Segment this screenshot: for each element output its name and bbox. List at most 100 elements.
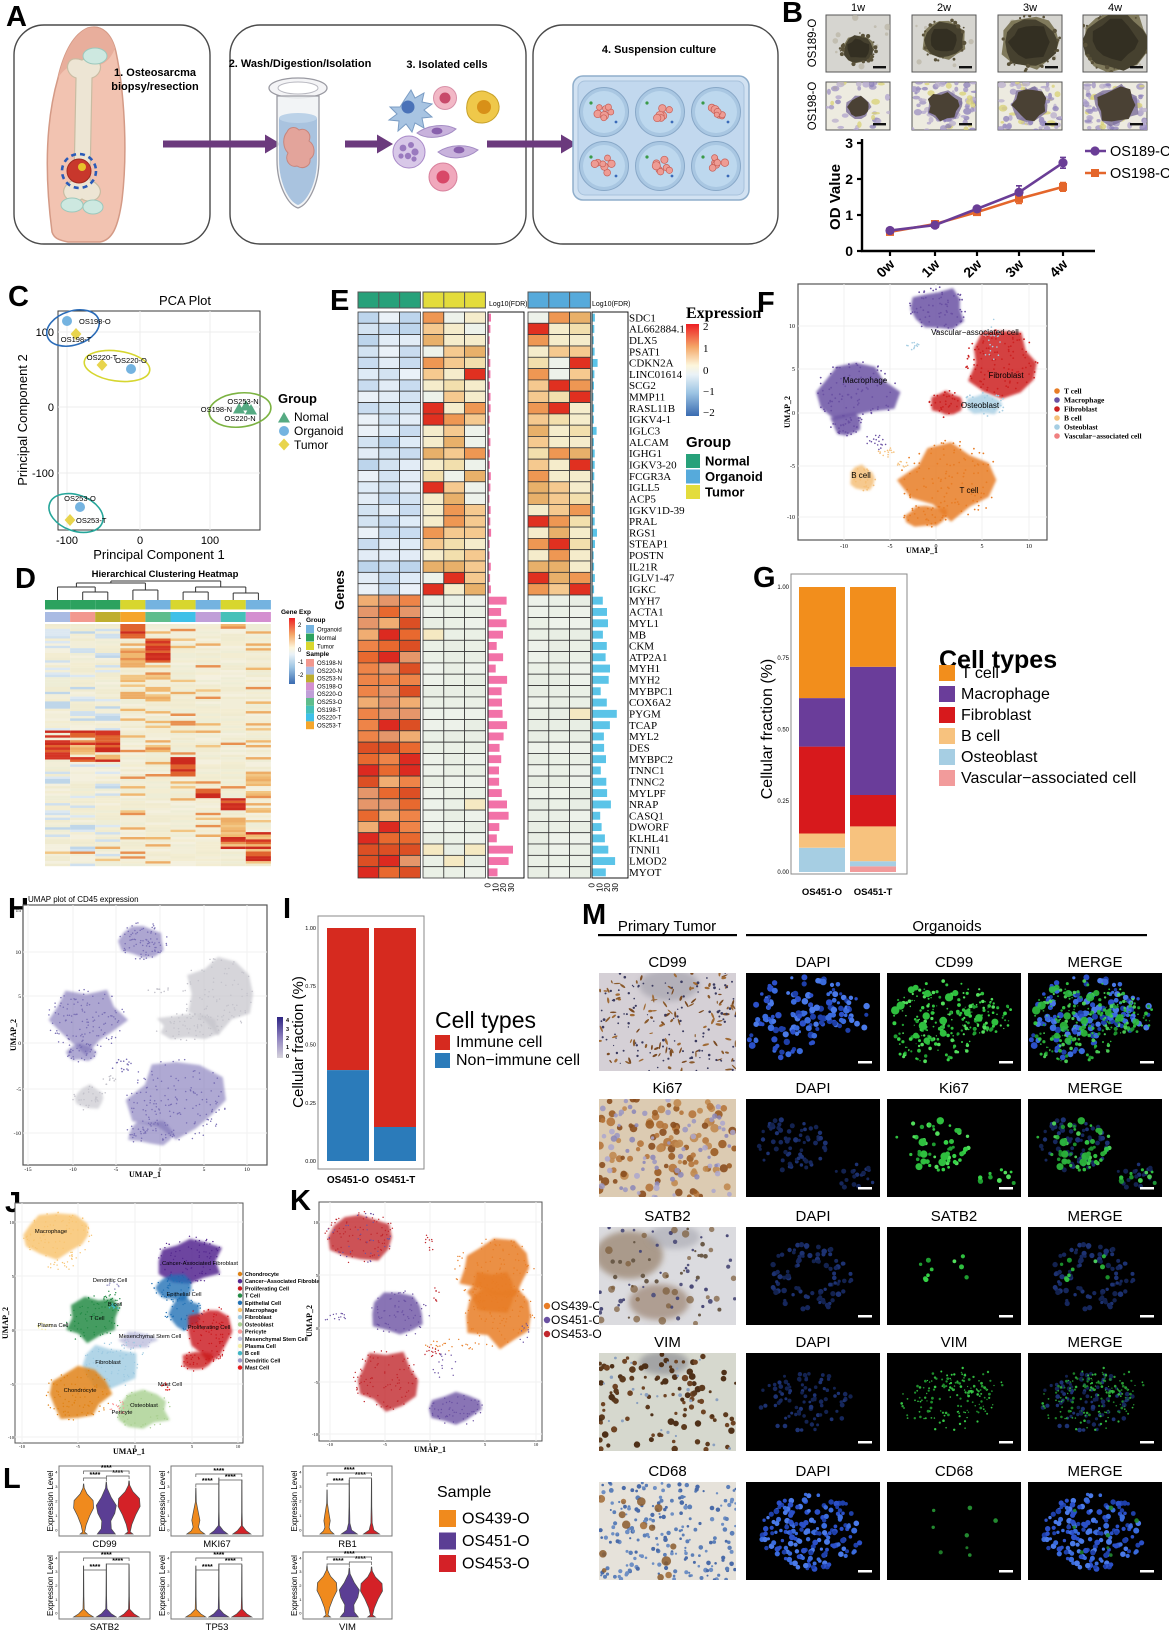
svg-text:5: 5 [203,1167,206,1173]
svg-text:30: 30 [611,882,620,891]
svg-text:DLX5: DLX5 [629,335,658,347]
svg-text:SCG2: SCG2 [629,380,656,392]
svg-text:2: 2 [845,171,853,187]
svg-text:0.00: 0.00 [777,870,789,876]
svg-text:1w: 1w [851,2,865,14]
svg-text:ACP5: ACP5 [629,493,656,505]
svg-text:Proliferating Cell: Proliferating Cell [245,1286,289,1292]
svg-text:-2: -2 [298,673,304,679]
svg-text:Normal: Normal [705,454,750,469]
svg-text:10: 10 [10,1220,15,1225]
svg-text:OS451-O: OS451-O [327,1175,369,1186]
svg-text:IGKV4-1: IGKV4-1 [629,414,671,426]
svg-text:Pericyte: Pericyte [245,1330,266,1336]
svg-text:Chondrocyte: Chondrocyte [64,1388,97,1394]
svg-text:-10: -10 [69,1167,77,1173]
svg-text:DWORF: DWORF [629,822,669,834]
svg-text:FCGR3A: FCGR3A [629,471,671,483]
svg-text:DES: DES [629,743,650,755]
svg-text:POSTN: POSTN [629,550,664,562]
svg-text:PCA Plot: PCA Plot [159,293,211,308]
svg-text:2w: 2w [937,2,951,14]
svg-text:0.25: 0.25 [777,799,789,805]
svg-text:10: 10 [244,1167,250,1173]
svg-text:PRAL: PRAL [629,516,657,528]
svg-text:ATP2A1: ATP2A1 [629,652,668,664]
svg-text:Fibroblast: Fibroblast [95,1360,121,1366]
svg-text:0: 0 [703,365,709,377]
svg-text:I: I [283,893,291,925]
svg-text:4. Suspension culture: 4. Suspension culture [602,44,716,56]
svg-text:Plasma Cell: Plasma Cell [245,1344,276,1350]
svg-text:Organoid: Organoid [705,469,763,484]
svg-text:B cell: B cell [108,1302,122,1308]
svg-text:MYH1: MYH1 [629,663,660,675]
svg-text:OS220-T: OS220-T [87,353,118,362]
svg-text:RGS1: RGS1 [629,527,656,539]
svg-text:Plasma Cell: Plasma Cell [38,1323,69,1329]
svg-text:IGLV1-47: IGLV1-47 [629,573,675,585]
svg-text:Mesenchymal Stem Cell: Mesenchymal Stem Cell [119,1334,182,1340]
svg-text:Osteoblast: Osteoblast [245,1322,274,1328]
svg-text:OS198-T: OS198-T [317,708,342,714]
svg-text:OS198-N: OS198-N [201,405,232,414]
svg-text:Vascular−associated cell: Vascular−associated cell [961,770,1136,787]
svg-text:30: 30 [507,882,516,891]
svg-text:1: 1 [286,1045,289,1051]
svg-text:ALCAM: ALCAM [629,437,669,449]
svg-text:UMAP_2: UMAP_2 [1,1307,10,1339]
svg-text:Mast Cell: Mast Cell [158,1382,182,1388]
svg-text:0.00: 0.00 [305,1159,316,1165]
svg-text:Dendritic Cell: Dendritic Cell [245,1358,281,1364]
svg-text:-15: -15 [24,1167,32,1173]
svg-text:MYOT: MYOT [629,867,662,879]
svg-text:Epithelial Cell: Epithelial Cell [166,1292,201,1298]
svg-text:0: 0 [18,1041,21,1047]
svg-text:-10: -10 [787,515,795,521]
svg-text:0: 0 [845,243,853,259]
svg-text:3: 3 [845,135,853,151]
svg-text:1.00: 1.00 [305,926,316,932]
svg-text:OS198-T: OS198-T [61,335,92,344]
svg-text:OS451-T: OS451-T [854,887,893,898]
svg-text:10: 10 [236,1444,241,1449]
svg-text:10: 10 [789,324,795,330]
svg-text:Fibroblast: Fibroblast [988,371,1024,380]
svg-text:Gene Exp: Gene Exp [281,609,311,616]
svg-text:E: E [330,285,349,317]
svg-text:TNNI1: TNNI1 [629,844,661,856]
svg-text:Group: Group [686,434,731,451]
svg-text:UMAP_1: UMAP_1 [113,1447,145,1456]
svg-text:TNNC2: TNNC2 [629,776,664,788]
svg-text:OS198-O: OS198-O [79,317,111,326]
svg-text:2: 2 [286,1036,289,1042]
svg-text:Cellular fraction (%): Cellular fraction (%) [290,976,307,1108]
svg-text:1. Osteosarcma: 1. Osteosarcma [114,67,197,79]
svg-text:A: A [6,1,27,33]
svg-text:SDC1: SDC1 [629,312,656,324]
svg-text:OS198-O: OS198-O [1110,166,1169,182]
svg-text:-5: -5 [790,464,795,470]
svg-text:Mesenchymal Stem Cell: Mesenchymal Stem Cell [245,1337,308,1343]
svg-text:PSAT1: PSAT1 [629,346,660,358]
svg-text:STEAP1: STEAP1 [629,539,668,551]
svg-text:OS451-O: OS451-O [802,887,842,898]
svg-text:OS253-T: OS253-T [317,723,342,729]
svg-text:OS220-O: OS220-O [317,692,343,698]
svg-text:PYGM: PYGM [629,709,661,721]
svg-text:Macrophage: Macrophage [1064,396,1105,405]
svg-text:TNNC1: TNNC1 [629,765,664,777]
svg-text:Tumor: Tumor [294,438,328,452]
svg-text:15: 15 [16,908,22,914]
svg-text:IGHG1: IGHG1 [629,448,662,460]
svg-text:LINC01614: LINC01614 [629,369,683,381]
svg-text:T Cell: T Cell [245,1294,260,1300]
svg-text:Tumor: Tumor [317,645,334,651]
svg-text:LMOD2: LMOD2 [629,856,667,868]
svg-text:0: 0 [137,535,143,547]
svg-text:Organoid: Organoid [317,628,342,634]
svg-text:1.00: 1.00 [777,585,789,591]
svg-text:IGKV3-20: IGKV3-20 [629,460,677,472]
svg-text:Osteoblast: Osteoblast [961,401,1000,410]
svg-text:0: 0 [935,544,938,550]
